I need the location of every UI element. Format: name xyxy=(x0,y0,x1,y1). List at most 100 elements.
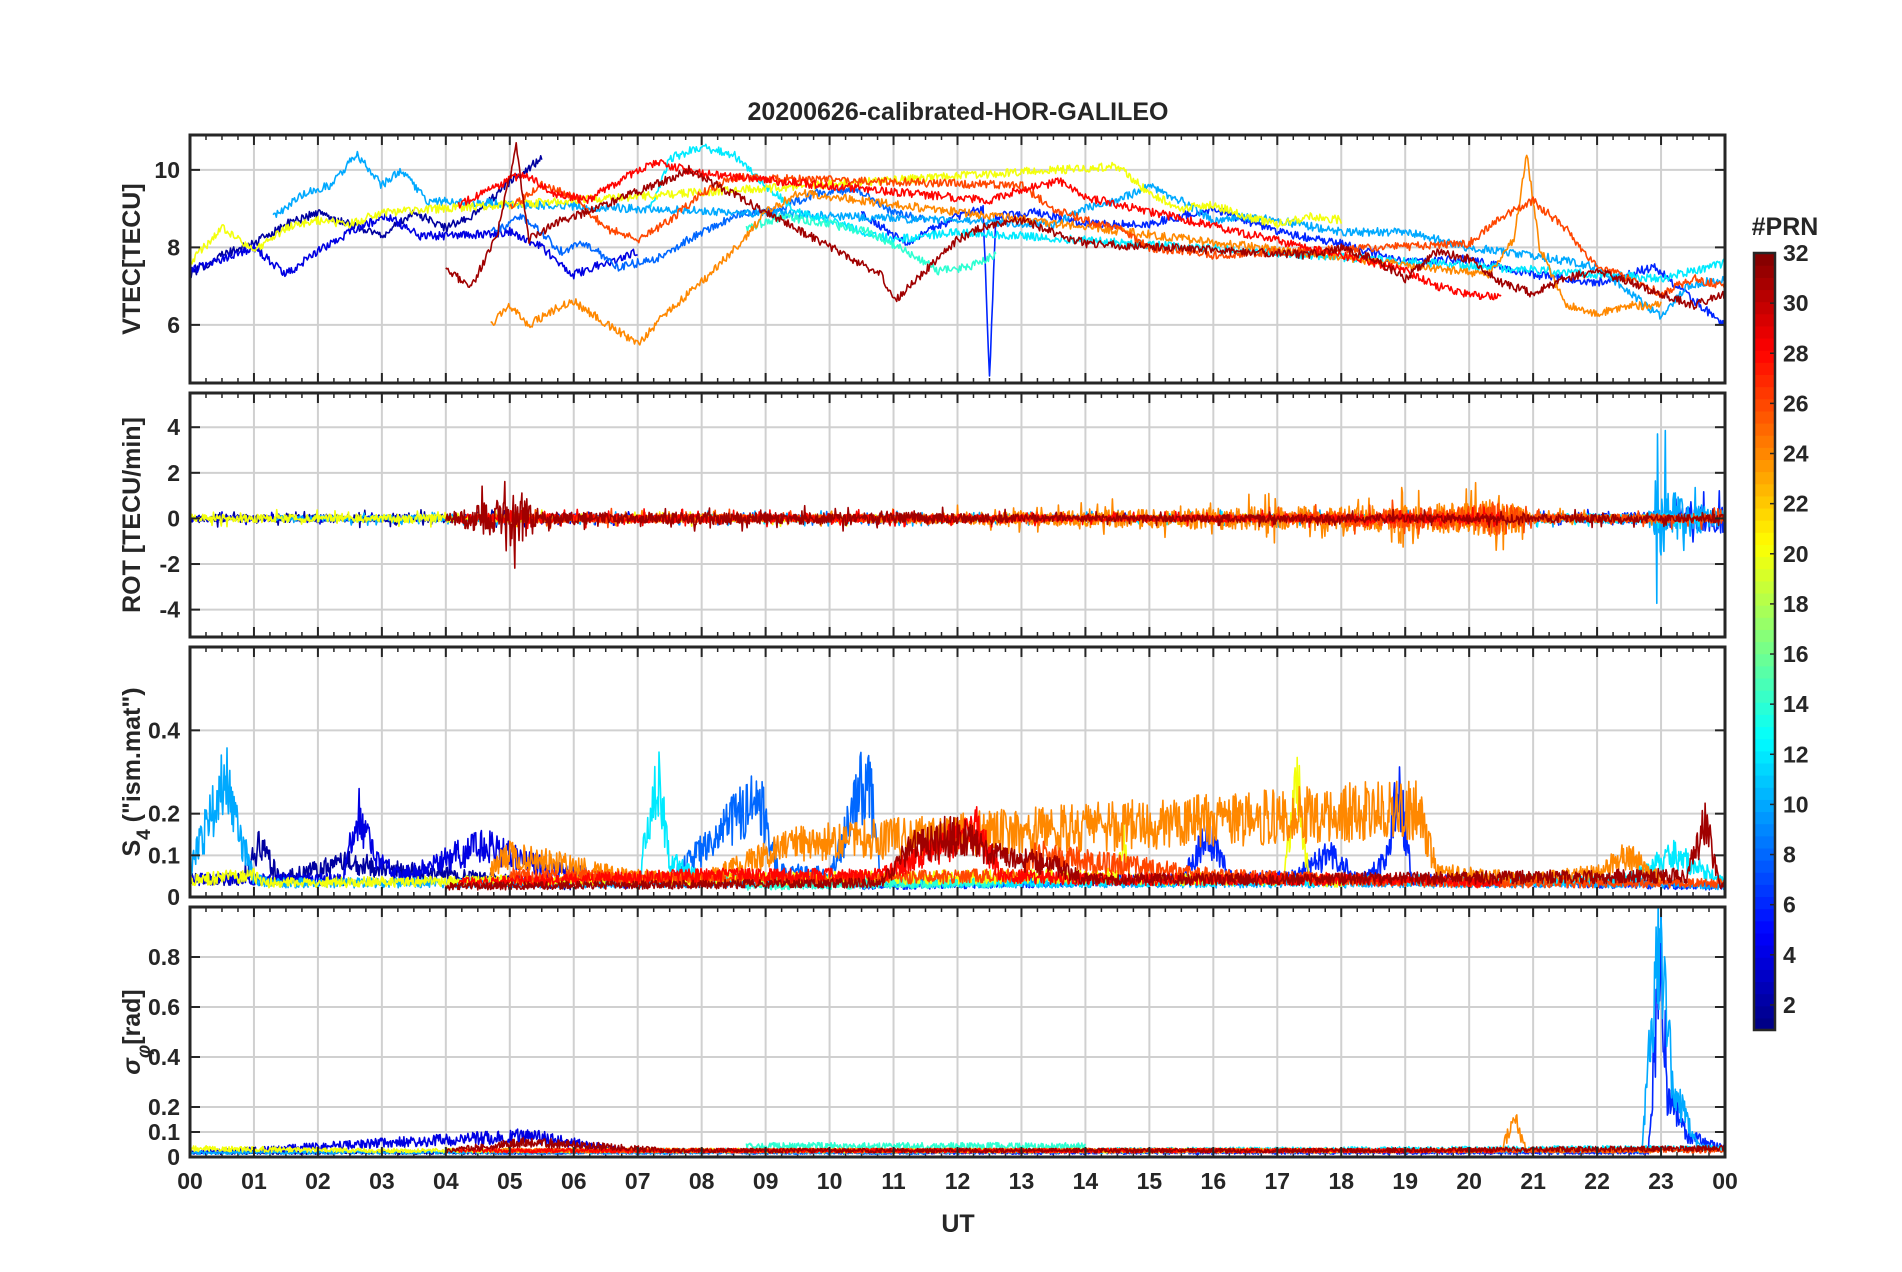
series-prn-26 xyxy=(509,172,1725,299)
x-tick-label: 23 xyxy=(1648,1168,1674,1194)
colorbar-bin xyxy=(1754,690,1775,703)
colorbar-bin xyxy=(1754,969,1775,983)
x-tick-label: 04 xyxy=(433,1168,459,1194)
y-tick-label: 6 xyxy=(167,312,180,338)
y-tick-label: 0.2 xyxy=(148,801,180,827)
x-tick-label: 21 xyxy=(1520,1168,1546,1194)
series-group xyxy=(190,747,1725,891)
colorbar-bin xyxy=(1754,799,1775,813)
y-axis-label: S4 ("ism.mat") xyxy=(118,687,155,856)
colorbar-bin xyxy=(1754,1005,1775,1019)
colorbar-bin xyxy=(1754,884,1775,898)
y-tick-label: 2 xyxy=(167,460,180,486)
series-prn-4 xyxy=(190,212,638,280)
colorbar-bin xyxy=(1754,835,1775,849)
y-tick-label: 10 xyxy=(154,157,180,183)
y-tick-label: 4 xyxy=(167,414,180,440)
series-prn-28 xyxy=(457,1147,1502,1154)
y-tick-label: 0.8 xyxy=(148,944,180,970)
x-tick-label: 13 xyxy=(1009,1168,1035,1194)
series-prn-6 xyxy=(860,204,1725,377)
colorbar-tick-label: 2 xyxy=(1783,992,1796,1018)
colorbar-bin xyxy=(1754,665,1775,679)
x-tick-label: 10 xyxy=(817,1168,843,1194)
x-tick-label: 19 xyxy=(1392,1168,1418,1194)
x-tick-label: 22 xyxy=(1584,1168,1610,1194)
colorbar-bin xyxy=(1754,520,1775,533)
series-prn-31 xyxy=(445,802,1725,891)
colorbar-tick-label: 8 xyxy=(1783,842,1796,868)
y-tick-label: 0.1 xyxy=(148,1119,180,1145)
series-prn-31 xyxy=(445,142,1725,310)
colorbar-bin xyxy=(1754,629,1775,643)
series-prn-14 xyxy=(745,213,997,276)
colorbar-tick-label: 26 xyxy=(1783,390,1809,416)
panel-sigma: 00.10.2 0.4 0.6 0.8 σφ[rad] xyxy=(118,905,1727,1170)
panel-s4: 00.10.20.4S4 ("ism.mat") xyxy=(118,645,1727,910)
colorbar-bin xyxy=(1754,653,1775,667)
colorbar-bin xyxy=(1754,253,1775,266)
colorbar-tick-label: 10 xyxy=(1783,791,1809,817)
panel-rot: -4 -2 0 2 4 ROT [TECU/min] xyxy=(118,391,1727,639)
colorbar-bin xyxy=(1754,908,1775,922)
panel-vtec: 6 8 10 VTEC[TECU] xyxy=(118,133,1727,385)
x-axis: 00 01 02 03 04 05 06 07 08 09 10 11 12 13 14 15 16 17 18 19… xyxy=(177,1168,1738,1194)
colorbar-bin xyxy=(1754,726,1775,740)
y-tick-label: 0 xyxy=(167,505,180,531)
colorbar-bin xyxy=(1754,750,1775,764)
colorbar-label: #PRN xyxy=(1752,213,1819,241)
colorbar-tick-label: 18 xyxy=(1783,591,1809,617)
series-prn-20 xyxy=(190,161,1343,265)
colorbar-bin xyxy=(1754,532,1775,545)
colorbar-bin xyxy=(1754,277,1775,291)
y-tick-label: -2 xyxy=(160,551,180,577)
colorbar-tick-label: 32 xyxy=(1783,240,1809,266)
colorbar-tick-label: 4 xyxy=(1783,942,1796,968)
x-tick-label: 14 xyxy=(1073,1168,1099,1194)
y-label-sub: φ xyxy=(134,1045,155,1058)
colorbar-bin xyxy=(1754,787,1775,800)
colorbar-bin xyxy=(1754,920,1775,934)
y-tick-label: 0 xyxy=(167,1144,180,1170)
series-group xyxy=(190,429,1725,605)
colorbar-bin xyxy=(1754,289,1775,303)
colorbar-bin xyxy=(1754,374,1775,388)
y-tick-label: 0.2 xyxy=(148,1094,180,1120)
colorbar-bin xyxy=(1754,422,1775,436)
y-axis-label: ROT [TECU/min] xyxy=(118,417,146,613)
colorbar-bin xyxy=(1754,337,1775,351)
colorbar-bin xyxy=(1754,313,1775,327)
colorbar-tick-label: 22 xyxy=(1783,491,1809,517)
x-tick-label: 17 xyxy=(1264,1168,1290,1194)
colorbar-bin xyxy=(1754,847,1775,861)
y-label-sub: 4 xyxy=(134,829,155,840)
colorbar-bin xyxy=(1754,325,1775,339)
x-tick-label: 00 xyxy=(1712,1168,1738,1194)
x-tick-label: 20 xyxy=(1456,1168,1482,1194)
colorbar-tick-label: 28 xyxy=(1783,340,1809,366)
colorbar-bin xyxy=(1754,641,1775,655)
colorbar-bin xyxy=(1754,483,1775,497)
series-prn-28 xyxy=(457,159,1502,301)
x-tick-label: 05 xyxy=(497,1168,523,1194)
colorbar-bin xyxy=(1754,775,1775,788)
colorbar-bin xyxy=(1754,605,1775,618)
colorbar-bin xyxy=(1754,386,1775,400)
y-label-rest: [rad] xyxy=(118,989,146,1045)
x-tick-label: 00 xyxy=(177,1168,203,1194)
series-prn-8 xyxy=(490,185,927,272)
chart-title: 20200626-calibrated-HOR-GALILEO xyxy=(748,98,1169,126)
series-prn-14 xyxy=(745,1141,1087,1151)
colorbar-bin xyxy=(1754,993,1775,1007)
x-tick-label: 12 xyxy=(945,1168,971,1194)
y-label-main: S xyxy=(118,840,146,857)
x-tick-label: 01 xyxy=(241,1168,267,1194)
colorbar-bin xyxy=(1754,459,1775,473)
colorbar-tick-label: 30 xyxy=(1783,290,1809,316)
colorbar-bin xyxy=(1754,896,1775,910)
colorbar-bin xyxy=(1754,556,1775,570)
colorbar-frame xyxy=(1752,251,1777,1032)
colorbar-tick-label: 24 xyxy=(1783,441,1809,467)
